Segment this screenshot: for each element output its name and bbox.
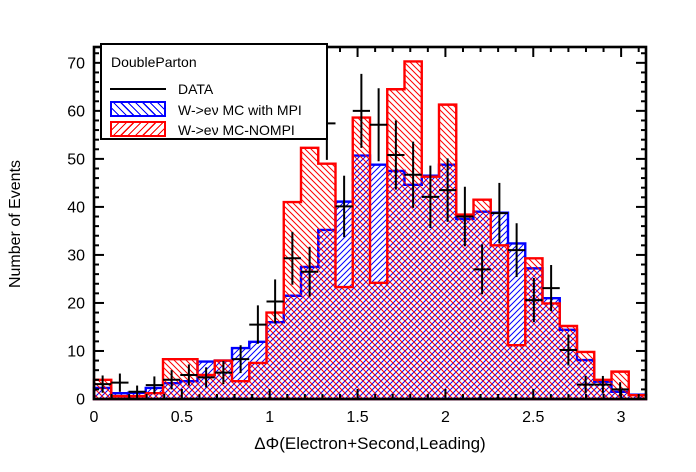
legend: DoubleParton DATA W->eν MC with MPI W->e… bbox=[100, 43, 328, 140]
legend-item-data: DATA bbox=[102, 79, 326, 99]
y-tick-label: 30 bbox=[67, 247, 85, 264]
x-tick-label: 0.5 bbox=[171, 409, 193, 426]
x-axis-title: ΔΦ(Electron+Second,Leading) bbox=[254, 434, 486, 453]
y-tick-label: 10 bbox=[67, 343, 85, 360]
legend-item-mpi: W->eν MC with MPI bbox=[102, 100, 326, 120]
x-tick-label: 3 bbox=[617, 409, 626, 426]
blue-hatched-box-marker bbox=[110, 101, 166, 117]
data-error-bars bbox=[94, 73, 629, 399]
legend-item-label: W->eν MC with MPI bbox=[178, 102, 302, 118]
legend-item-label: DATA bbox=[178, 81, 214, 97]
legend-item-nompi: W->eν MC-NOMPI bbox=[102, 120, 326, 140]
axis-ticks bbox=[93, 47, 646, 400]
x-tick-label: 2.5 bbox=[522, 409, 544, 426]
x-tick-label: 1.5 bbox=[346, 409, 368, 426]
y-tick-label: 50 bbox=[67, 151, 85, 168]
x-tick-label: 0 bbox=[90, 409, 99, 426]
y-tick-label: 40 bbox=[67, 199, 85, 216]
nompi-histogram-path bbox=[92, 60, 648, 401]
legend-item-label: W->eν MC-NOMPI bbox=[178, 122, 295, 138]
red-hatched-box-marker bbox=[110, 121, 166, 137]
plot-frame bbox=[92, 45, 648, 401]
legend-title: DoubleParton bbox=[111, 54, 197, 70]
x-tick-label: 2 bbox=[441, 409, 450, 426]
y-tick-label: 0 bbox=[76, 392, 85, 409]
y-tick-label: 20 bbox=[67, 295, 85, 312]
y-tick-label: 70 bbox=[67, 55, 85, 72]
y-tick-label: 60 bbox=[67, 103, 85, 120]
data-line-marker bbox=[110, 88, 166, 90]
y-axis-title: Number of Events bbox=[7, 159, 24, 289]
x-tick-label: 1 bbox=[265, 409, 274, 426]
